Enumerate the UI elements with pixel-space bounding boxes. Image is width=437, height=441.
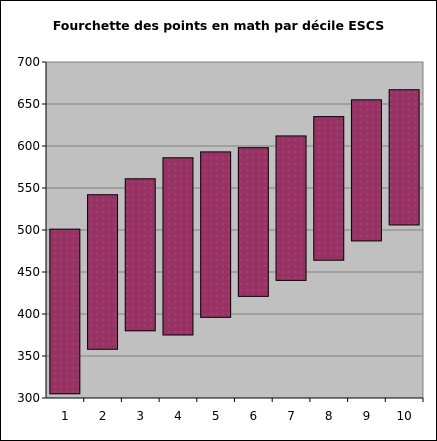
x-tick-label: 7	[287, 409, 295, 423]
y-tick-label: 300	[17, 391, 40, 405]
y-tick-label: 550	[17, 181, 40, 195]
x-tick-label: 5	[212, 409, 220, 423]
x-tick-label: 8	[325, 409, 333, 423]
y-tick-label: 450	[17, 265, 40, 279]
range-bar-4	[162, 157, 194, 336]
range-bar-3	[124, 178, 156, 332]
chart-title: Fourchette des points en math par décile…	[52, 18, 385, 33]
x-tick-label: 3	[136, 409, 144, 423]
y-tick-label: 500	[17, 223, 40, 237]
range-bar-7	[275, 135, 307, 281]
range-bar-9	[350, 99, 382, 242]
y-tick-label: 650	[17, 97, 40, 111]
range-bar-2	[87, 194, 119, 350]
plot-area: 300 350 400 450 500 550 600 650 700 1 2 3 4 5 6 7 8 9 10	[17, 55, 424, 423]
range-bar-6	[237, 147, 269, 297]
range-bar-1	[49, 228, 81, 395]
x-tick-label: 6	[250, 409, 258, 423]
x-tick-label: 1	[61, 409, 69, 423]
range-bar-5	[200, 151, 232, 318]
x-tick-label: 10	[397, 409, 412, 423]
range-bar-8	[313, 116, 345, 261]
y-tick-label: 700	[17, 55, 40, 69]
y-tick-label: 400	[17, 307, 40, 321]
x-tick-label: 9	[363, 409, 371, 423]
y-tick-label: 350	[17, 349, 40, 363]
range-bar-10	[388, 89, 420, 226]
y-tick-label: 600	[17, 139, 40, 153]
x-tick-label: 2	[99, 409, 107, 423]
x-tick-label: 4	[174, 409, 182, 423]
